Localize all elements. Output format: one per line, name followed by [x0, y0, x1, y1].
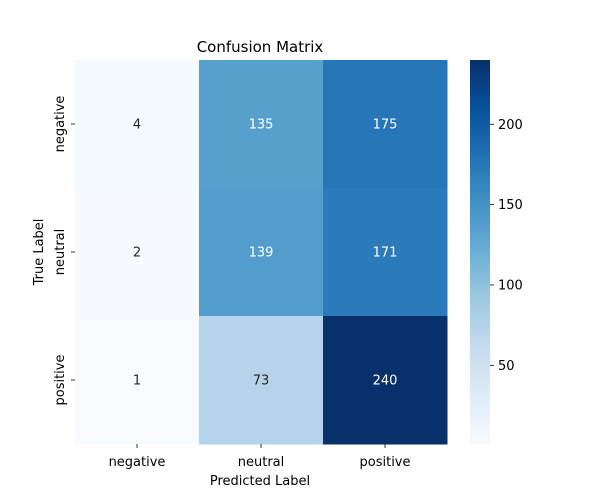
heatmap-cell [75, 316, 200, 445]
heatmap-cell [199, 60, 324, 189]
colorbar-tick-label: 200 [498, 118, 523, 133]
cell-value-label: 4 [133, 118, 141, 133]
cell-value-label: 135 [249, 118, 274, 133]
cell-value-label: 73 [253, 374, 270, 389]
cell-value-label: 175 [373, 118, 398, 133]
x-tick-label: positive [360, 455, 411, 470]
colorbar: 50 100 150 200 [470, 60, 523, 444]
cell-value-label: 240 [373, 374, 398, 389]
heatmap-cell [199, 188, 324, 317]
x-tick-label: neutral [238, 455, 285, 470]
colorbar-tick-label: 50 [498, 359, 515, 374]
chart-title: Confusion Matrix [197, 38, 324, 56]
y-tick-label: positive [53, 355, 68, 406]
cell-value-label: 2 [133, 246, 141, 261]
colorbar-tick-label: 150 [498, 198, 523, 213]
cell-value-label: 139 [249, 246, 274, 261]
y-axis-ticks: negative neutral positive [53, 96, 75, 406]
heatmap-cell [75, 60, 200, 189]
x-axis-label: Predicted Label [210, 474, 310, 489]
colorbar-tick-label: 100 [498, 278, 523, 293]
cell-value-label: 1 [133, 374, 141, 389]
x-axis-ticks: negative neutral positive [109, 444, 411, 470]
y-tick-label: negative [53, 96, 68, 153]
x-tick-label: negative [109, 455, 166, 470]
heatmap-cell [323, 316, 448, 445]
cell-value-label: 171 [373, 246, 398, 261]
y-axis-label: True Label [32, 219, 47, 287]
heatmap-cell [199, 316, 324, 445]
heatmap-cell [323, 188, 448, 317]
y-tick-label: neutral [53, 229, 68, 276]
heatmap-cells [75, 60, 448, 445]
heatmap-cell [323, 60, 448, 189]
heatmap-cell-labels: 4 135 175 2 139 171 1 73 240 [133, 118, 398, 389]
colorbar-gradient [470, 60, 490, 444]
heatmap-cell [75, 188, 200, 317]
